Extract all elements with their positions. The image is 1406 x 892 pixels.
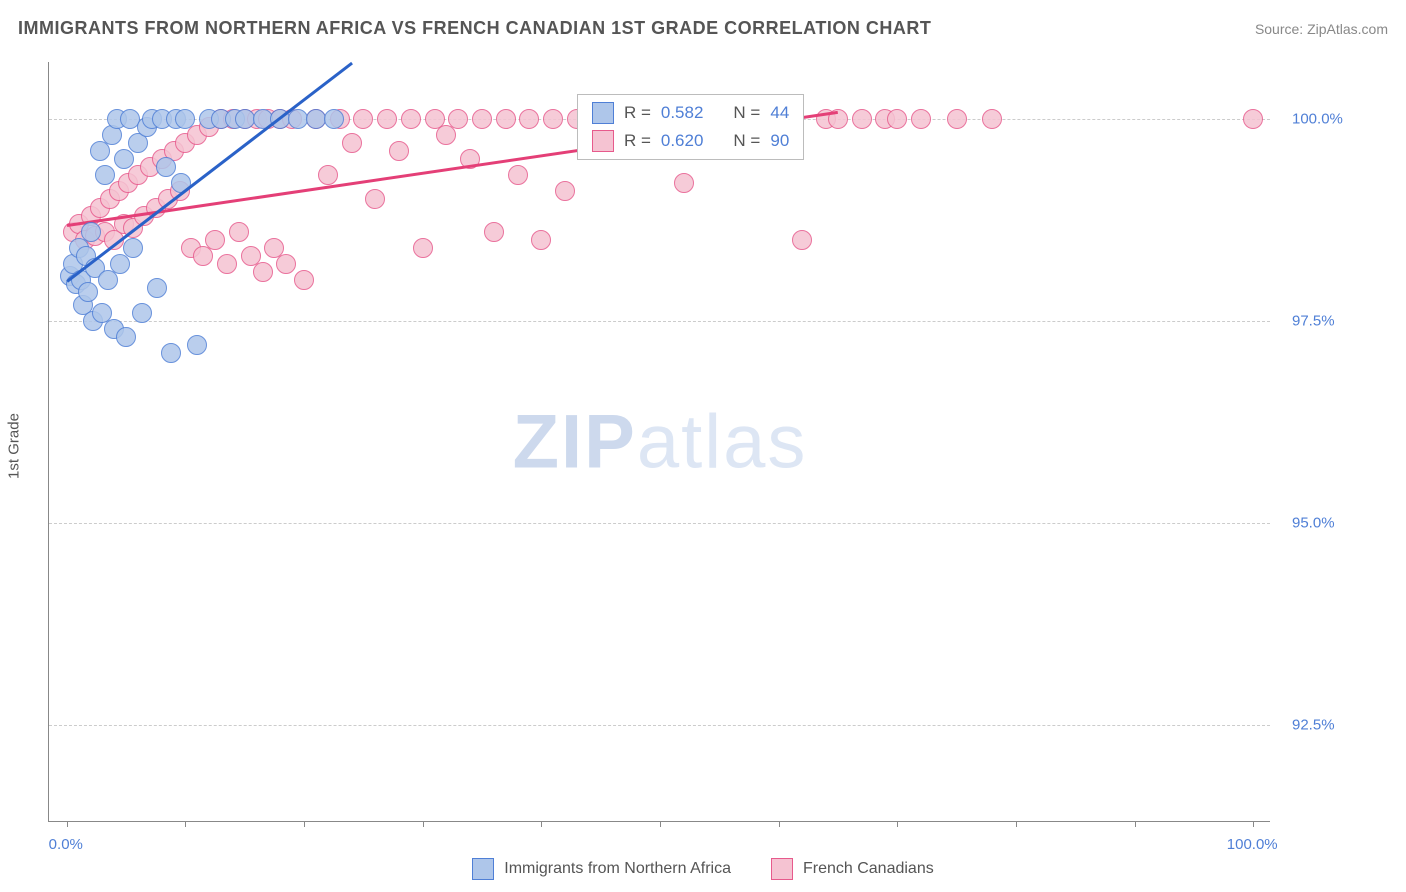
source-prefix: Source: bbox=[1255, 21, 1307, 37]
x-tick bbox=[1253, 821, 1254, 827]
data-point-blue bbox=[123, 238, 143, 258]
x-tick bbox=[423, 821, 424, 827]
r-label: R = bbox=[624, 131, 651, 151]
data-point-pink bbox=[413, 238, 433, 258]
gridline bbox=[49, 523, 1270, 524]
data-point-pink bbox=[555, 181, 575, 201]
chart-header: IMMIGRANTS FROM NORTHERN AFRICA VS FRENC… bbox=[18, 18, 1388, 39]
x-tick bbox=[304, 821, 305, 827]
data-point-blue bbox=[78, 282, 98, 302]
data-point-pink bbox=[472, 109, 492, 129]
x-tick-label: 100.0% bbox=[1227, 836, 1278, 853]
x-tick bbox=[1135, 821, 1136, 827]
y-tick-label: 97.5% bbox=[1292, 312, 1335, 329]
x-tick bbox=[660, 821, 661, 827]
data-point-pink bbox=[205, 230, 225, 250]
data-point-pink bbox=[519, 109, 539, 129]
data-point-pink bbox=[484, 222, 504, 242]
n-label: N = bbox=[733, 103, 760, 123]
n-value: 44 bbox=[770, 103, 789, 123]
r-value: 0.582 bbox=[661, 103, 704, 123]
data-point-pink bbox=[389, 141, 409, 161]
correlation-legend-row-pink: R = 0.620 N = 90 bbox=[578, 127, 803, 155]
watermark-zip: ZIP bbox=[513, 400, 637, 485]
data-point-pink bbox=[294, 270, 314, 290]
y-axis-label: 1st Grade bbox=[6, 413, 23, 479]
legend-item-pink: French Canadians bbox=[771, 858, 934, 880]
y-tick-label: 100.0% bbox=[1292, 110, 1343, 127]
data-point-pink bbox=[365, 189, 385, 209]
n-label: N = bbox=[733, 131, 760, 151]
data-point-blue bbox=[81, 222, 101, 242]
correlation-legend-row-blue: R = 0.582 N = 44 bbox=[578, 99, 803, 127]
x-tick bbox=[541, 821, 542, 827]
bottom-legend: Immigrants from Northern Africa French C… bbox=[0, 858, 1406, 880]
data-point-pink bbox=[353, 109, 373, 129]
watermark: ZIPatlas bbox=[513, 399, 808, 486]
data-point-blue bbox=[187, 335, 207, 355]
legend-label-pink: French Canadians bbox=[803, 860, 934, 878]
data-point-pink bbox=[792, 230, 812, 250]
data-point-pink bbox=[377, 109, 397, 129]
data-point-pink bbox=[401, 109, 421, 129]
data-point-blue bbox=[161, 343, 181, 363]
x-tick-label: 0.0% bbox=[49, 836, 83, 853]
data-point-blue bbox=[156, 157, 176, 177]
data-point-pink bbox=[531, 230, 551, 250]
data-point-blue bbox=[114, 149, 134, 169]
gridline bbox=[49, 725, 1270, 726]
plot-area: ZIPatlas R = 0.582 N = 44 R = 0.620 N = 90 bbox=[48, 62, 1270, 822]
data-point-pink bbox=[887, 109, 907, 129]
watermark-atlas: atlas bbox=[637, 400, 808, 485]
data-point-pink bbox=[852, 109, 872, 129]
data-point-pink bbox=[229, 222, 249, 242]
data-point-pink bbox=[674, 173, 694, 193]
data-point-blue bbox=[95, 165, 115, 185]
data-point-pink bbox=[911, 109, 931, 129]
r-label: R = bbox=[624, 103, 651, 123]
legend-item-blue: Immigrants from Northern Africa bbox=[472, 858, 731, 880]
data-point-pink bbox=[217, 254, 237, 274]
y-tick-label: 95.0% bbox=[1292, 514, 1335, 531]
chart-title: IMMIGRANTS FROM NORTHERN AFRICA VS FRENC… bbox=[18, 18, 931, 39]
n-value: 90 bbox=[770, 131, 789, 151]
x-tick bbox=[67, 821, 68, 827]
data-point-blue bbox=[175, 109, 195, 129]
x-tick bbox=[897, 821, 898, 827]
x-tick bbox=[185, 821, 186, 827]
data-point-pink bbox=[543, 109, 563, 129]
r-value: 0.620 bbox=[661, 131, 704, 151]
data-point-pink bbox=[508, 165, 528, 185]
correlation-legend: R = 0.582 N = 44 R = 0.620 N = 90 bbox=[577, 94, 804, 160]
data-point-blue bbox=[147, 278, 167, 298]
data-point-pink bbox=[1243, 109, 1263, 129]
legend-swatch-blue bbox=[472, 858, 494, 880]
gridline bbox=[49, 321, 1270, 322]
data-point-pink bbox=[496, 109, 516, 129]
source-name: ZipAtlas.com bbox=[1307, 21, 1388, 37]
legend-swatch-pink bbox=[771, 858, 793, 880]
data-point-blue bbox=[324, 109, 344, 129]
legend-label-blue: Immigrants from Northern Africa bbox=[504, 860, 731, 878]
legend-swatch-blue bbox=[592, 102, 614, 124]
data-point-blue bbox=[116, 327, 136, 347]
data-point-pink bbox=[982, 109, 1002, 129]
x-tick bbox=[779, 821, 780, 827]
legend-swatch-pink bbox=[592, 130, 614, 152]
data-point-pink bbox=[276, 254, 296, 274]
data-point-pink bbox=[342, 133, 362, 153]
data-point-blue bbox=[132, 303, 152, 323]
data-point-blue bbox=[110, 254, 130, 274]
data-point-pink bbox=[253, 262, 273, 282]
data-point-pink bbox=[947, 109, 967, 129]
y-tick-label: 92.5% bbox=[1292, 716, 1335, 733]
source-attribution: Source: ZipAtlas.com bbox=[1255, 21, 1388, 37]
x-tick bbox=[1016, 821, 1017, 827]
data-point-pink bbox=[318, 165, 338, 185]
data-point-pink bbox=[448, 109, 468, 129]
